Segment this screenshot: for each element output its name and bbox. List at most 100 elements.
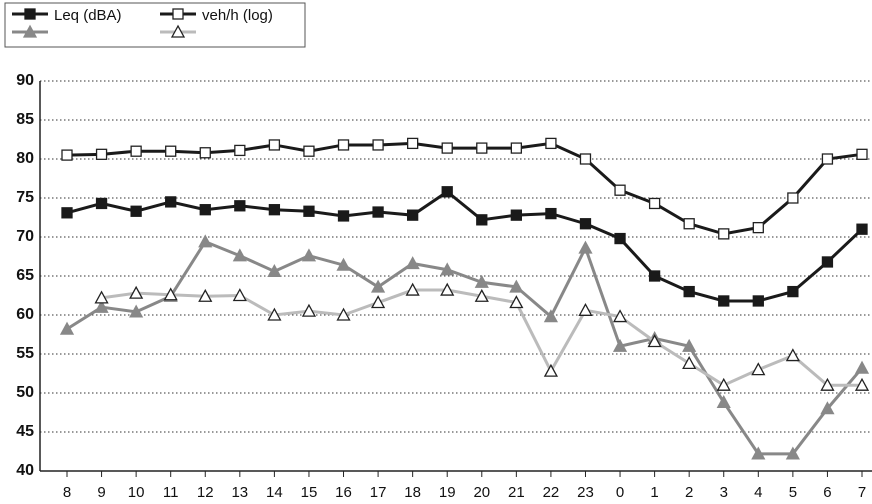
series-line	[101, 288, 862, 387]
data-point	[787, 192, 799, 204]
data-point	[129, 304, 144, 318]
data-point	[94, 290, 109, 304]
legend-box	[4, 2, 306, 48]
legend-marker	[24, 8, 36, 20]
x-tick-label: 9	[97, 484, 105, 501]
data-point	[268, 204, 281, 216]
y-tick-label: 60	[16, 306, 34, 323]
data-point	[752, 221, 764, 234]
data-point	[440, 282, 455, 296]
data-point	[405, 256, 420, 270]
data-point	[509, 295, 524, 309]
x-tick-label: 4	[754, 484, 762, 501]
x-tick-label: 8	[63, 484, 71, 501]
data-point	[372, 206, 384, 218]
data-point	[543, 309, 559, 323]
data-point	[751, 362, 766, 376]
data-point	[130, 145, 142, 157]
series-line	[66, 189, 864, 303]
data-point	[751, 446, 766, 460]
data-point	[820, 377, 835, 391]
x-tick-label: 20	[473, 484, 490, 501]
data-point	[95, 148, 108, 160]
x-tick-label: 5	[789, 484, 797, 501]
data-point	[578, 302, 593, 316]
x-tick-label: 6	[823, 484, 831, 501]
x-tick-label: 7	[858, 484, 866, 501]
x-tick-label: 17	[370, 484, 387, 501]
data-point	[165, 145, 177, 157]
legend-marker	[172, 8, 184, 20]
x-tick-label: 23	[577, 484, 594, 501]
x-tick-label: 0	[616, 484, 624, 501]
x-tick-label: 22	[543, 484, 560, 501]
x-tick-label: 12	[197, 484, 214, 501]
data-point	[718, 228, 730, 240]
data-point	[199, 147, 211, 159]
y-tick-label: 90	[16, 72, 34, 89]
data-point	[94, 299, 109, 313]
data-point	[820, 401, 835, 415]
data-point	[545, 137, 557, 150]
data-point	[407, 137, 419, 150]
data-point	[785, 348, 800, 362]
data-point	[370, 279, 386, 293]
data-point	[372, 139, 384, 151]
data-point	[336, 257, 351, 271]
data-point	[301, 248, 317, 262]
data-point	[303, 145, 315, 157]
data-point	[234, 144, 246, 157]
data-point	[510, 142, 522, 154]
data-point	[785, 446, 800, 460]
data-point	[336, 307, 351, 321]
data-point	[579, 218, 592, 230]
data-point	[232, 288, 247, 302]
data-point	[441, 186, 453, 198]
data-point	[578, 240, 593, 254]
x-tick-label: 21	[508, 484, 525, 501]
y-tick-label: 65	[16, 267, 34, 284]
data-point	[267, 307, 282, 321]
data-point	[130, 205, 142, 217]
legend-marker	[22, 24, 38, 38]
legend-label: Leq (dBA)	[54, 7, 122, 24]
data-point	[647, 334, 662, 348]
legend-marker	[170, 24, 186, 38]
legend-label: veh/h (log)	[202, 7, 273, 24]
data-point	[232, 248, 247, 262]
data-point	[198, 234, 213, 248]
x-tick-label: 11	[163, 484, 179, 501]
data-point	[614, 184, 626, 196]
data-point	[198, 288, 213, 302]
data-point	[301, 303, 317, 317]
y-tick-label: 45	[16, 423, 34, 440]
data-point	[95, 197, 108, 210]
series-line	[66, 239, 864, 456]
data-point	[579, 153, 592, 165]
data-point	[441, 142, 453, 154]
x-tick-label: 3	[720, 484, 728, 501]
data-point	[268, 139, 281, 151]
x-tick-label: 13	[231, 484, 248, 501]
data-point	[59, 321, 75, 335]
x-tick-label: 2	[685, 484, 693, 501]
data-point	[856, 148, 868, 160]
data-point	[716, 377, 731, 391]
data-point	[267, 263, 282, 277]
data-point	[856, 223, 868, 235]
data-point	[612, 309, 628, 323]
y-tick-label: 50	[16, 384, 34, 401]
x-tick-label: 1	[650, 484, 658, 501]
y-tick-label: 70	[16, 228, 34, 245]
data-point	[821, 153, 834, 165]
data-point	[716, 395, 731, 409]
data-point	[303, 205, 315, 217]
data-point	[407, 209, 419, 221]
data-point	[854, 377, 870, 391]
data-point	[474, 288, 489, 302]
data-point	[614, 232, 626, 245]
data-point	[337, 139, 350, 151]
data-point	[683, 285, 695, 298]
data-point	[648, 197, 661, 210]
data-point	[234, 200, 246, 212]
